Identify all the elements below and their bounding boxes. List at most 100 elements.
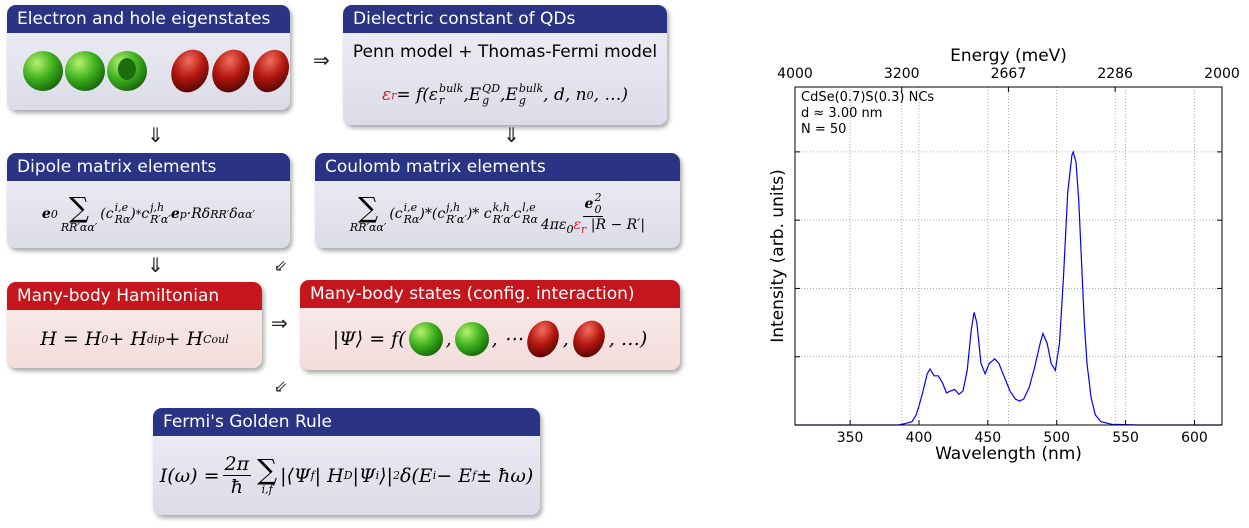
box-coulomb: Coulomb matrix elements ∑RR′αα′(ci,eRα)*… xyxy=(315,153,680,248)
formula-part: E xyxy=(469,85,481,105)
formula: |Ψ⟩ = f( , , ⋯ , , …) xyxy=(300,308,680,370)
formula-part: p xyxy=(180,208,187,221)
formula-part: , …) xyxy=(609,328,648,350)
formula-part: ħ xyxy=(231,476,243,498)
formula-part: 2π xyxy=(223,453,252,476)
arrow: ⇙ xyxy=(274,256,287,275)
formula-part: I(ω) = xyxy=(160,465,220,487)
layout: j,hR′α′ xyxy=(446,202,467,226)
formula-part: )* c xyxy=(467,206,492,222)
formula-part: 0 xyxy=(51,208,58,221)
formula-part: ε xyxy=(574,217,582,233)
box-title: Fermi's Golden Rule xyxy=(153,408,540,436)
x-tick-label: 350 xyxy=(837,430,864,446)
formula-part: ∑ xyxy=(69,194,89,222)
formula-part: Rα xyxy=(404,214,420,226)
formula: I(ω) = 2πħ∑i,f|⟨Ψf| HD |Ψi⟩|2 δ(Ei − Ef … xyxy=(153,436,540,515)
formula-part: − E xyxy=(436,465,472,487)
layout xyxy=(523,319,563,359)
annotation: CdSe(0.7)S(0.3) NCs xyxy=(801,90,934,105)
formula-part: Rα xyxy=(115,214,131,226)
formula-part: R′α′ xyxy=(446,214,467,226)
formula-part: 4πε xyxy=(541,217,567,233)
formula-part: (c xyxy=(389,206,402,222)
formula-part: ∑ xyxy=(358,194,378,222)
formula-part: αα′ xyxy=(238,208,255,221)
formula-part: e xyxy=(42,206,51,222)
layout xyxy=(455,322,489,356)
formula-part: ε xyxy=(429,85,438,105)
hole-state xyxy=(164,43,215,98)
x-tick-label: 600 xyxy=(1181,430,1208,446)
formula-part: H = H xyxy=(40,328,101,350)
x-tick-label: 550 xyxy=(1112,430,1139,446)
box-text: Penn model + Thomas-Fermi model xyxy=(343,33,667,71)
x2-tick-label: 2667 xyxy=(991,66,1027,82)
y-axis-label: Intensity (arb. units) xyxy=(768,169,788,342)
formula-part: | H xyxy=(315,465,344,487)
formula-part: + H xyxy=(165,328,204,350)
formula-part: RR′αα′ xyxy=(61,222,97,234)
arrow: ⇒ xyxy=(313,48,330,72)
electron-state xyxy=(65,51,105,91)
box-dielectric: Dielectric constant of QDs Penn model + … xyxy=(343,5,667,125)
layout: QDg xyxy=(482,83,500,107)
arrow: ⇓ xyxy=(503,123,520,147)
formula-part: , ⋯ xyxy=(492,328,523,350)
formula: εr = f(εbulkr, EQDg, Ebulkg, d, n0, …) xyxy=(343,71,667,119)
arrow: ⇒ xyxy=(271,311,288,335)
annotation: d ≈ 3.00 nm xyxy=(801,106,882,121)
formula-part: e xyxy=(171,206,180,222)
formula-part: ± ħω) xyxy=(476,465,533,487)
layout: ∑RR′αα′ xyxy=(61,194,97,234)
formula-part: g xyxy=(519,95,543,107)
arrow: ⇙ xyxy=(274,377,287,396)
formula-part: E xyxy=(505,85,517,105)
eigenstate-images xyxy=(7,33,290,105)
formula-part: c xyxy=(106,206,114,222)
state-image xyxy=(406,319,446,359)
formula-part: i,f xyxy=(262,484,273,496)
formula-part: |⟨Ψ xyxy=(280,465,310,487)
x2-tick-label: 4000 xyxy=(777,66,813,82)
formula-part: δ xyxy=(229,206,237,222)
electron-state xyxy=(23,51,63,91)
box-title: Dipole matrix elements xyxy=(7,153,290,181)
formula-part: |R − R′| xyxy=(586,217,645,233)
formula-part: 2 xyxy=(393,469,400,482)
formula-part: ·Rδ xyxy=(187,206,210,222)
formula-part: Coul xyxy=(203,333,229,346)
layout: bulkr xyxy=(439,83,463,107)
formula: ∑RR′αα′(ci,eRα)*(cj,hR′α′)* ck,hR′α′ cl,… xyxy=(315,181,680,247)
hole-state xyxy=(246,44,290,98)
state-image xyxy=(523,319,563,359)
formula-part: e xyxy=(585,196,594,212)
layout: 4πε0εr |R − R′| xyxy=(541,217,645,236)
layout: ∑RR′αα′ xyxy=(350,194,386,234)
formula-part: 0 xyxy=(101,333,108,346)
page: Electron and hole eigenstates Dielectric… xyxy=(0,0,1249,528)
formula-part: D xyxy=(344,469,353,482)
x2-axis-label: Energy (meV) xyxy=(950,46,1067,66)
formula-part: c xyxy=(513,206,521,222)
box-title: Many-body states (config. interaction) xyxy=(300,280,680,308)
formula-part: r xyxy=(439,95,463,107)
formula-part: , d, n xyxy=(543,85,586,105)
state-image xyxy=(452,319,492,359)
layout: bulkg xyxy=(519,83,543,107)
formula-part: |Ψ xyxy=(353,465,376,487)
formula-part: g xyxy=(482,95,500,107)
layout: l,eRα xyxy=(522,202,538,226)
formula-part: c xyxy=(141,206,149,222)
arrow: ⇓ xyxy=(147,253,164,277)
box-title: Electron and hole eigenstates xyxy=(7,5,290,33)
formula-part: )*(c xyxy=(419,206,445,222)
